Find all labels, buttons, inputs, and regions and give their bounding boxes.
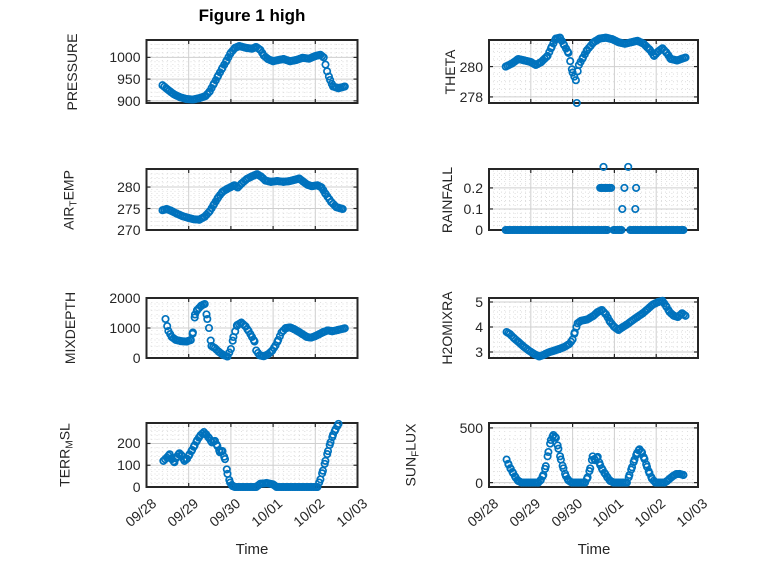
data-point-sunflux [546, 439, 555, 448]
y-tick-label-theta: 280 [459, 58, 483, 75]
data-point-mixdepth [250, 337, 259, 346]
y-tick-label-sunflux: 500 [459, 419, 483, 436]
data-point-mixdepth [202, 310, 211, 319]
y-tick-label-rainfall: 0.1 [463, 200, 483, 217]
y-tick-label-pressure: 1000 [109, 49, 141, 66]
data-point-mixdepth [203, 314, 212, 324]
data-point-sunflux [679, 470, 688, 480]
data-point-rainfall [618, 204, 627, 214]
data-point-sunflux [544, 447, 553, 457]
data-point-sunflux [642, 462, 652, 471]
axis-box [145, 39, 359, 104]
y-tick-label-pressure: 950 [117, 71, 141, 88]
data-point-terrmsl [198, 429, 207, 438]
y-tick-label-airtemp: 280 [117, 179, 141, 196]
y-axis-label-sunflux: SUNFLUX [402, 423, 422, 487]
x-axis-label-left: Time [235, 541, 269, 558]
data-point-pressure [318, 52, 327, 61]
data-point-terrmsl [334, 419, 343, 428]
data-point-mixdepth [161, 314, 170, 324]
data-point-mixdepth [274, 335, 283, 345]
data-point-mixdepth [223, 352, 232, 361]
y-tick-label-theta: 278 [459, 88, 483, 105]
data-point-rainfall [599, 162, 608, 171]
y-tick-label-h2omixra: 5 [475, 294, 483, 310]
y-tick-label-h2omixra: 3 [475, 344, 483, 360]
data-point-mixdepth [228, 336, 237, 345]
data-point-sunflux [637, 448, 647, 457]
data-point-rainfall [679, 225, 688, 235]
x-axis-label-right: Time [577, 541, 611, 558]
data-point-theta [566, 57, 575, 66]
y-tick-label-airtemp: 275 [117, 200, 141, 217]
data-point-sunflux [553, 441, 562, 450]
data-point-terrmsl [313, 482, 322, 492]
y-tick-label-rainfall: 0.2 [463, 179, 483, 196]
data-point-mixdepth [204, 323, 214, 333]
data-point-theta [571, 76, 580, 85]
y-tick-label-pressure: 900 [117, 92, 141, 109]
data-point-pressure [319, 53, 328, 62]
data-point-mixdepth [226, 344, 235, 354]
y-tick-label-terrmsl: 200 [117, 435, 141, 452]
y-tick-label-terrmsl: 0 [132, 479, 141, 495]
data-point-pressure [326, 75, 335, 85]
data-point-theta [681, 53, 690, 62]
data-point-terrmsl [222, 465, 231, 474]
y-axis-label-rainfall: RAINFALL [439, 166, 455, 233]
data-point-rainfall [632, 183, 641, 192]
data-point-rainfall [617, 225, 626, 235]
data-point-rainfall [624, 162, 633, 171]
data-point-theta [564, 48, 573, 57]
data-point-mixdepth [163, 322, 172, 331]
data-point-rainfall [607, 183, 616, 192]
y-axis-label-theta: THETA [442, 49, 458, 94]
axis-box [145, 168, 359, 231]
data-point-pressure [340, 82, 349, 91]
y-tick-label-mixdepth: 0 [132, 350, 141, 366]
axis-box [488, 297, 699, 359]
data-point-mixdepth [200, 299, 209, 309]
data-point-sunflux [541, 462, 550, 471]
data-point-theta [572, 98, 581, 108]
data-point-sunflux [630, 455, 639, 464]
axis-box [488, 422, 699, 488]
data-point-sunflux [543, 452, 552, 461]
y-tick-label-mixdepth: 2000 [109, 290, 141, 306]
data-point-sunflux [554, 444, 563, 453]
data-point-sunflux [551, 433, 560, 442]
data-point-mixdepth [188, 328, 197, 337]
y-tick-label-mixdepth: 1000 [109, 320, 141, 336]
figure-title: Figure 1 high [198, 6, 306, 25]
data-point-mixdepth [190, 313, 199, 322]
y-tick-label-h2omixra: 4 [475, 319, 483, 335]
y-tick-label-terrmsl: 100 [117, 457, 141, 474]
y-axis-label-h2omixra: H2OMIXRA [439, 291, 455, 365]
data-point-rainfall [631, 204, 640, 214]
y-tick-label-airtemp: 270 [117, 222, 141, 238]
data-point-airtemp [338, 204, 347, 214]
y-tick-label-sunflux: 0 [475, 474, 483, 491]
data-point-rainfall [620, 183, 629, 192]
data-point-terrmsl [220, 455, 230, 464]
data-point-sunflux [586, 464, 595, 473]
y-tick-label-rainfall: 0 [475, 222, 483, 238]
data-point-sunflux [556, 452, 565, 461]
data-point-theta [568, 68, 577, 77]
data-point-mixdepth [340, 324, 349, 333]
axis-box [488, 168, 699, 231]
data-point-h2omixra [681, 311, 690, 320]
